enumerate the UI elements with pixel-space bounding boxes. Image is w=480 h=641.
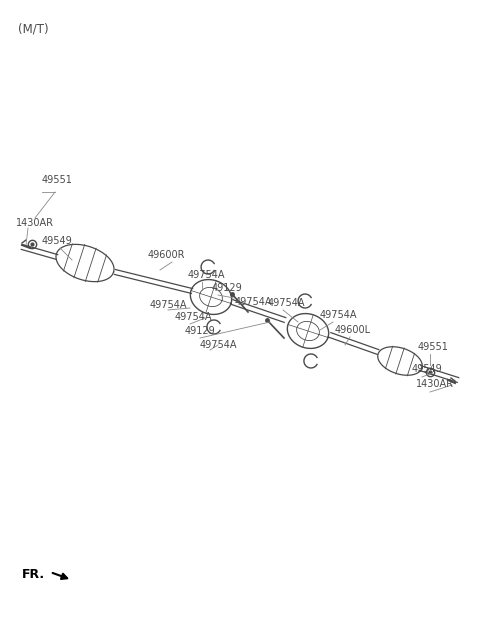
Text: 49754A: 49754A (200, 340, 238, 350)
Text: 49754A: 49754A (235, 297, 273, 307)
Text: 49754A: 49754A (320, 310, 358, 320)
Text: 1430AR: 1430AR (16, 218, 54, 228)
Text: (M/T): (M/T) (18, 22, 48, 35)
Text: 49551: 49551 (418, 342, 449, 352)
Text: 49600L: 49600L (335, 325, 371, 335)
Text: 49129: 49129 (185, 326, 216, 336)
Text: 49754A: 49754A (188, 270, 226, 280)
Text: 1430AR: 1430AR (416, 379, 454, 389)
Text: 49600R: 49600R (148, 250, 185, 260)
Text: 49129: 49129 (212, 283, 243, 293)
Text: 49549: 49549 (42, 236, 73, 246)
Text: 49754A: 49754A (268, 298, 305, 308)
Text: 49551: 49551 (42, 175, 73, 185)
Text: FR.: FR. (22, 569, 45, 581)
Text: 49754A: 49754A (150, 300, 188, 310)
Text: 49754A: 49754A (175, 312, 213, 322)
Text: 49549: 49549 (412, 364, 443, 374)
